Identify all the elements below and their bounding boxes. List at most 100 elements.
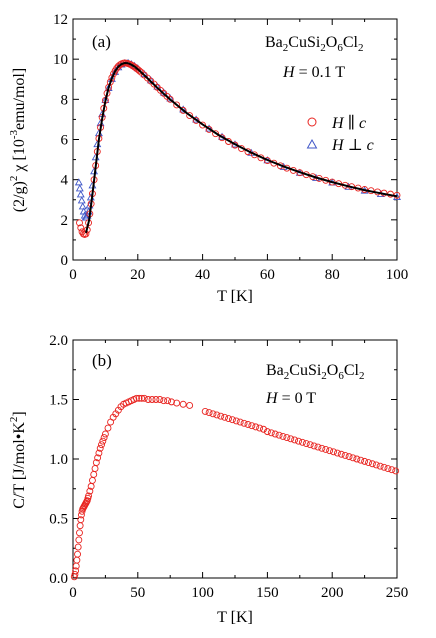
data-point-heat-capacity (135, 394, 143, 402)
data-point-heat-capacity (98, 441, 105, 449)
y-tick-label: 10 (53, 52, 68, 68)
panel-b-x-axis-label: T [K] (217, 609, 253, 626)
data-point-heat-capacity (388, 466, 396, 474)
data-point-parallel (179, 106, 187, 114)
data-point-heat-capacity (295, 437, 302, 445)
data-point-heat-capacity (314, 443, 322, 451)
data-point-heat-capacity (104, 424, 112, 432)
data-point-heat-capacity (236, 418, 244, 426)
data-point-heat-capacity (322, 446, 330, 453)
data-point-heat-capacity (267, 429, 275, 437)
data-point-heat-capacity (75, 536, 83, 544)
panel-a-compound: Ba2CuSi2O6Cl2 (265, 34, 363, 54)
legend-label-parallel: H ∥ c (331, 114, 366, 132)
x-tick-label: 0 (69, 585, 77, 601)
data-point-parallel (212, 130, 220, 138)
panel-a-x-axis-label: T [K] (217, 288, 253, 305)
data-point-heat-capacity (100, 434, 108, 442)
data-point-heat-capacity (85, 492, 93, 500)
data-point-heat-capacity (96, 444, 104, 452)
data-point-heat-capacity (283, 434, 291, 442)
data-point-perp (107, 74, 116, 82)
data-point-heat-capacity (173, 399, 181, 407)
data-point-heat-capacity (138, 394, 146, 402)
data-point-heat-capacity (306, 441, 314, 449)
panel-b-y-axis-label: C/T [J/mol•K2] (8, 411, 28, 508)
panel-b-field-label: H = 0 T (265, 390, 316, 407)
data-point-heat-capacity (298, 438, 306, 446)
panel-b-ticks: 0 50 100 150 200 250 0.0 0.5 1.0 1.5 2.0 (49, 333, 408, 601)
x-tick-label: 40 (195, 267, 210, 283)
y-tick-label: 2.0 (49, 333, 68, 349)
data-point-heat-capacity (77, 516, 85, 524)
data-point-heat-capacity (209, 410, 217, 418)
data-point-heat-capacity (244, 421, 252, 428)
data-point-heat-capacity (156, 396, 164, 403)
data-point-heat-capacity (228, 416, 236, 424)
data-point-perp (76, 190, 85, 198)
data-point-heat-capacity (221, 413, 229, 421)
data-point-heat-capacity (368, 460, 376, 468)
x-tick-label: 0 (69, 267, 77, 283)
data-point-heat-capacity (90, 471, 98, 478)
data-point-parallel (199, 121, 207, 129)
data-point-heat-capacity (83, 498, 91, 506)
data-point-heat-capacity (365, 459, 372, 467)
data-point-heat-capacity (76, 522, 84, 530)
panel-a-data-points (74, 58, 401, 238)
panel-a-ticks: 0 20 40 60 80 100 0 2 4 6 8 10 12 (53, 12, 408, 283)
legend-marker-parallel (307, 117, 317, 127)
data-point-heat-capacity (248, 422, 256, 430)
data-point-heat-capacity (74, 550, 81, 558)
panel-b-label: (b) (92, 351, 112, 370)
data-point-heat-capacity (240, 419, 248, 427)
legend-marker-perp (306, 138, 318, 149)
data-point-parallel (173, 101, 181, 109)
data-point-heat-capacity (341, 451, 349, 459)
data-point-heat-capacity (213, 411, 221, 419)
x-tick-label: 100 (191, 585, 214, 601)
data-point-heat-capacity (349, 454, 357, 462)
panel-a-legend: H ∥ c H ⊥ c (306, 114, 374, 154)
data-point-heat-capacity (330, 448, 337, 456)
data-point-heat-capacity (384, 465, 392, 472)
panel-b-chart: 0 50 100 150 200 250 0.0 0.5 1.0 1.5 2.0 (b) Ba2Cu… (8, 333, 408, 626)
data-point-heat-capacity (392, 467, 400, 475)
data-point-heat-capacity (357, 456, 365, 464)
data-point-heat-capacity (361, 457, 369, 465)
y-tick-label: 8 (61, 92, 69, 108)
data-point-heat-capacity (179, 400, 187, 408)
data-point-parallel (76, 219, 83, 227)
data-point-heat-capacity (74, 543, 82, 551)
data-point-heat-capacity (333, 449, 341, 457)
panel-b-data-points (70, 394, 400, 581)
data-point-heat-capacity (279, 432, 287, 440)
y-tick-label: 6 (61, 133, 69, 149)
data-point-heat-capacity (376, 462, 384, 470)
data-point-parallel (192, 116, 200, 124)
data-point-heat-capacity (291, 436, 299, 444)
y-tick-label: 4 (61, 173, 69, 189)
legend-label-perp: H ⊥ c (331, 137, 374, 154)
data-point-parallel (77, 224, 85, 232)
panel-a-y-axis-label: (2/g)2 χ [10-3emu/mol] (8, 68, 28, 212)
data-point-parallel (186, 112, 194, 120)
data-point-heat-capacity (76, 529, 83, 537)
y-tick-label: 1.0 (49, 452, 68, 468)
panel-b-compound: Ba2CuSi2O6Cl2 (266, 362, 364, 382)
data-point-heat-capacity (160, 397, 168, 405)
data-point-heat-capacity (380, 463, 388, 471)
panel-a-field-label: H = 0.1 T (282, 64, 345, 81)
data-point-heat-capacity (92, 459, 100, 467)
data-point-heat-capacity (88, 476, 96, 484)
data-point-heat-capacity (318, 444, 326, 452)
data-point-parallel (116, 61, 124, 69)
data-point-heat-capacity (372, 461, 380, 469)
data-point-heat-capacity (287, 435, 295, 443)
x-tick-label: 80 (325, 267, 340, 283)
panel-a-label: (a) (92, 32, 111, 51)
data-point-perp (75, 184, 84, 192)
data-point-heat-capacity (337, 450, 345, 458)
